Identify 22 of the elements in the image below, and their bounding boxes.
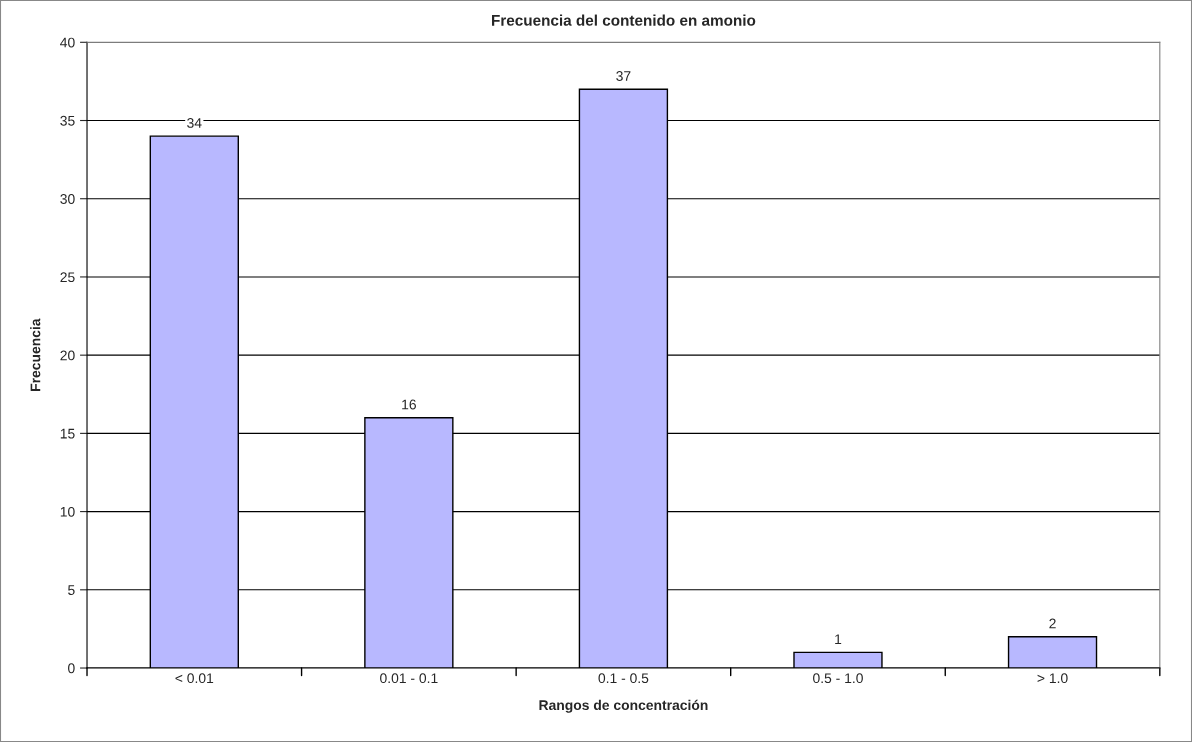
y-tick-label: 20 (60, 350, 75, 361)
x-tick-label: 0.5 - 1.0 (813, 673, 863, 684)
x-tick-label: > 1.0 (1037, 673, 1068, 684)
x-tick-label: < 0.01 (175, 673, 214, 684)
y-tick-label: 0 (68, 663, 75, 674)
y-axis-title: Frecuencia (30, 318, 41, 391)
x-tick-label: 0.1 - 0.5 (598, 673, 649, 684)
y-tick-label: 35 (60, 115, 75, 126)
x-axis-title: Rangos de concentración (539, 699, 708, 713)
data-label: 16 (402, 399, 416, 410)
y-tick-label: 40 (60, 37, 75, 48)
y-tick-label: 15 (60, 428, 75, 439)
data-label: 2 (1049, 618, 1056, 629)
y-tick-label: 5 (68, 585, 75, 595)
data-label: 34 (187, 118, 202, 128)
data-label: 37 (616, 71, 631, 81)
y-tick-label: 25 (60, 272, 75, 283)
y-tick-label: 10 (60, 506, 75, 517)
data-label: 1 (835, 634, 842, 644)
y-tick-label: 30 (60, 194, 75, 204)
chart-title: Frecuencia del contenido en amonio (492, 14, 756, 26)
x-tick-label: 0.01 - 0.1 (380, 673, 438, 684)
